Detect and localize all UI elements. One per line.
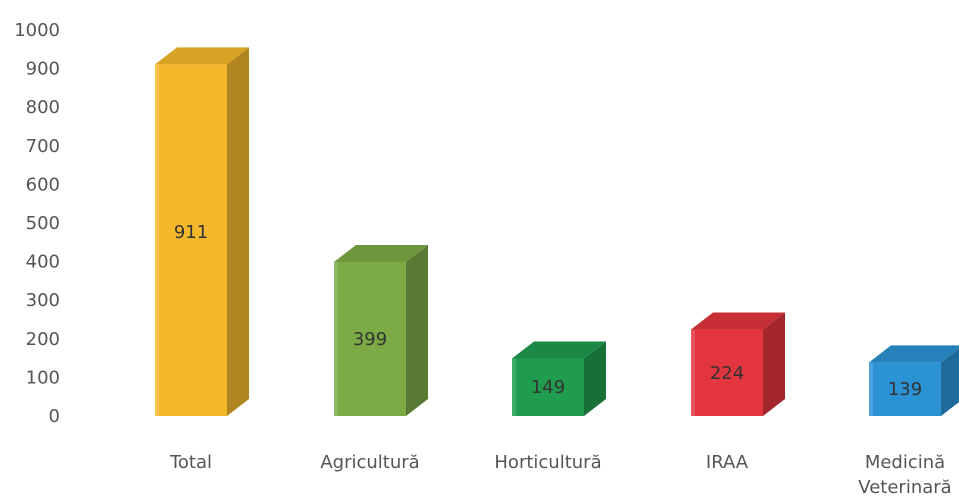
y-tick-label: 300 [26,290,60,311]
bar-front-face [155,64,227,416]
bar-top-face [155,47,249,65]
bar-highlight [334,261,338,416]
bar-highlight [869,362,873,416]
x-axis: Total Agricultură Horticultură IRAA Medicină… [169,452,952,497]
y-tick-label: 200 [26,329,60,350]
bar [691,312,785,416]
bar-value-label: 911 [174,222,208,243]
x-category-label: Medicină [865,452,945,473]
bar [869,345,959,416]
y-axis: 0 100 200 300 400 500 600 700 800 900 1000 [14,20,60,427]
bar-side-face [406,244,428,416]
y-tick-label: 400 [26,252,60,273]
bar-highlight [512,358,516,416]
bar-side-face [227,47,249,416]
bar-front-face [334,261,406,416]
bar-top-face [512,341,606,359]
y-tick-label: 0 [49,406,60,427]
bar-highlight [155,64,159,416]
bar-side-face [763,312,785,416]
y-tick-label: 100 [26,367,60,388]
bar-front-face [512,358,584,416]
y-tick-label: 500 [26,213,60,234]
bar-highlight [691,329,695,416]
y-tick-label: 1000 [14,20,60,41]
value-labels: 911 399 149 224 139 [174,222,922,400]
bar-side-face [584,341,606,416]
x-category-label: Veterinară [858,477,951,497]
y-tick-label: 800 [26,97,60,118]
x-category-label: Agricultură [320,452,419,473]
bar-front-face [869,362,941,416]
bar-top-face [691,312,785,330]
y-tick-label: 700 [26,136,60,157]
bar-value-label: 224 [710,363,744,384]
x-category-label: Horticultură [494,452,601,473]
bar-value-label: 139 [888,379,922,400]
x-category-label: IRAA [706,452,749,473]
bar-side-face [941,348,959,416]
bar [155,47,249,416]
y-tick-label: 600 [26,174,60,195]
x-category-label: Total [169,452,212,473]
bars [155,47,959,416]
bar [512,341,606,416]
bar [334,244,428,416]
bar-top-face [334,244,428,262]
bar-top-face [869,345,959,363]
bar-front-face [691,329,763,416]
y-tick-label: 900 [26,59,60,80]
bar-value-label: 149 [531,377,565,398]
bar-value-label: 399 [353,329,387,350]
